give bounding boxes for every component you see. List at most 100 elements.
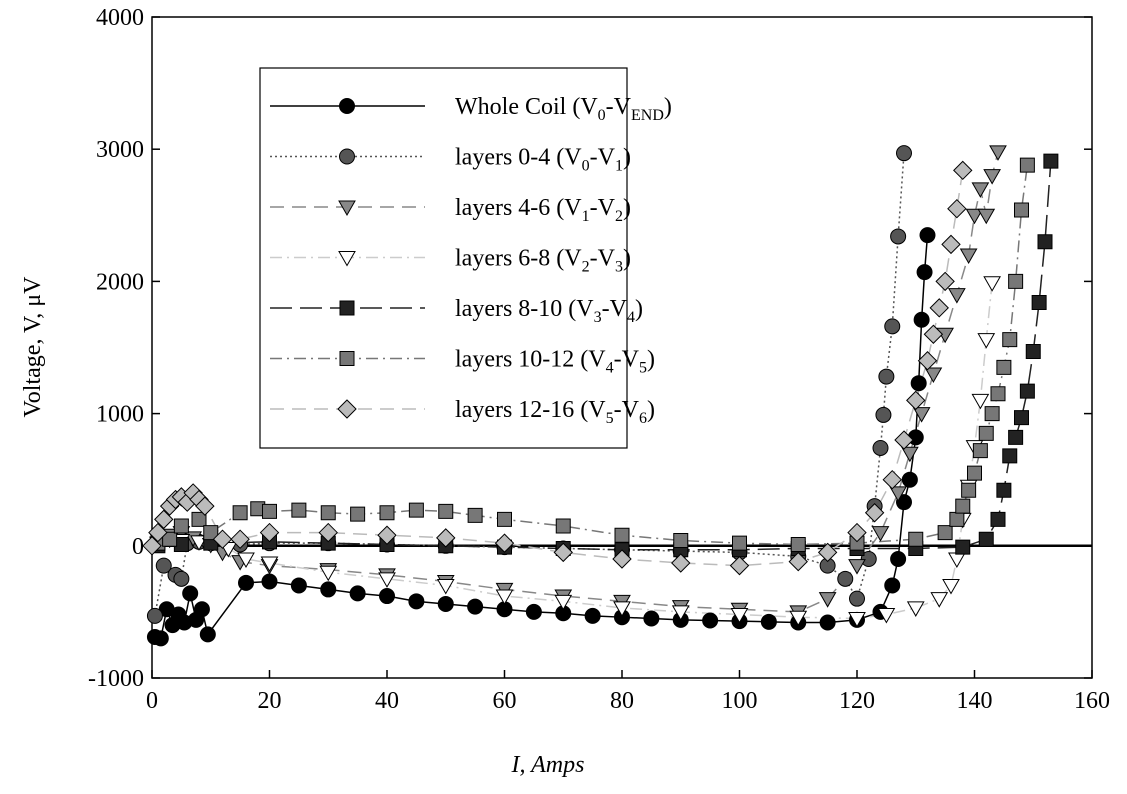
marker [1014, 410, 1029, 426]
legend-label: layers 8-10 (V3​-V4​) [455, 296, 643, 326]
marker [339, 351, 355, 366]
marker [882, 469, 902, 490]
marker [554, 594, 573, 611]
marker [978, 531, 994, 547]
marker [917, 351, 938, 371]
marker [1031, 295, 1047, 311]
legend: Whole Coil (V0​-VEND​) layers 0-4 (V0​-V1… [259, 67, 672, 449]
marker [494, 533, 515, 553]
legend-label: layers 0-4 (V0​-V1​) [455, 145, 631, 175]
marker [378, 572, 396, 588]
marker [148, 522, 168, 543]
marker [955, 498, 971, 514]
marker [525, 603, 542, 620]
marker [760, 613, 777, 630]
marker [377, 525, 397, 545]
marker [152, 630, 169, 647]
marker [947, 198, 967, 219]
marker [901, 446, 919, 463]
marker [437, 595, 454, 612]
marker [339, 98, 355, 114]
marker [173, 536, 189, 552]
marker [238, 574, 254, 591]
marker [910, 375, 927, 392]
marker [990, 386, 1006, 402]
marker [643, 610, 660, 627]
marker [872, 439, 889, 456]
marker [919, 227, 936, 244]
marker [553, 542, 573, 563]
marker [961, 482, 977, 498]
marker [155, 557, 172, 574]
marker [467, 598, 484, 615]
marker [379, 505, 395, 521]
marker [848, 559, 866, 575]
marker [291, 502, 307, 518]
marker [339, 300, 355, 316]
marker [908, 531, 924, 547]
marker [906, 390, 926, 411]
marker [890, 551, 907, 568]
marker [930, 592, 949, 608]
marker [730, 608, 749, 624]
legend-label: layers 4-6 (V1​-V2​) [455, 195, 631, 225]
marker [983, 169, 1001, 185]
marker [972, 443, 988, 459]
marker [955, 539, 971, 555]
marker [875, 406, 892, 423]
marker [495, 589, 514, 606]
marker [1002, 332, 1018, 348]
marker [790, 536, 806, 552]
marker [1025, 343, 1041, 359]
marker [983, 276, 1001, 292]
marker [894, 430, 914, 450]
marker [232, 505, 248, 521]
x-tick-label: 140 [957, 688, 993, 714]
marker [877, 608, 896, 624]
marker [977, 333, 996, 349]
marker [924, 367, 943, 383]
marker [182, 585, 199, 602]
marker [1019, 157, 1035, 173]
marker [967, 465, 982, 481]
marker [896, 494, 912, 511]
marker [173, 518, 189, 534]
marker [379, 588, 395, 605]
marker [199, 626, 216, 643]
legend-label: Whole Coil (V0​-VEND​) [455, 94, 672, 124]
legend-label: layers 12-16 (V5​-V6​) [455, 397, 655, 427]
marker [259, 522, 280, 543]
marker [890, 228, 907, 245]
marker [673, 533, 689, 549]
marker [923, 324, 944, 344]
marker [864, 503, 885, 523]
marker [971, 182, 990, 198]
marker [146, 607, 163, 624]
marker [702, 612, 719, 629]
marker [349, 585, 366, 602]
marker [935, 271, 955, 292]
marker [818, 592, 837, 608]
marker [937, 525, 953, 541]
marker [871, 526, 890, 542]
marker [913, 311, 930, 328]
marker [959, 248, 978, 264]
marker [990, 511, 1006, 527]
marker [912, 407, 931, 423]
marker [173, 570, 190, 587]
marker [896, 145, 912, 162]
marker [320, 505, 336, 521]
y-tick-label: -1000 [88, 666, 144, 692]
marker [260, 556, 279, 572]
marker [230, 529, 250, 549]
marker [408, 502, 424, 518]
marker [971, 393, 990, 410]
marker [884, 577, 901, 594]
marker [901, 471, 918, 488]
marker [837, 570, 854, 587]
marker [408, 593, 425, 610]
marker [162, 531, 178, 547]
y-axis-label: Voltage, V, μV [20, 276, 46, 418]
marker [613, 601, 631, 617]
marker [942, 578, 960, 595]
